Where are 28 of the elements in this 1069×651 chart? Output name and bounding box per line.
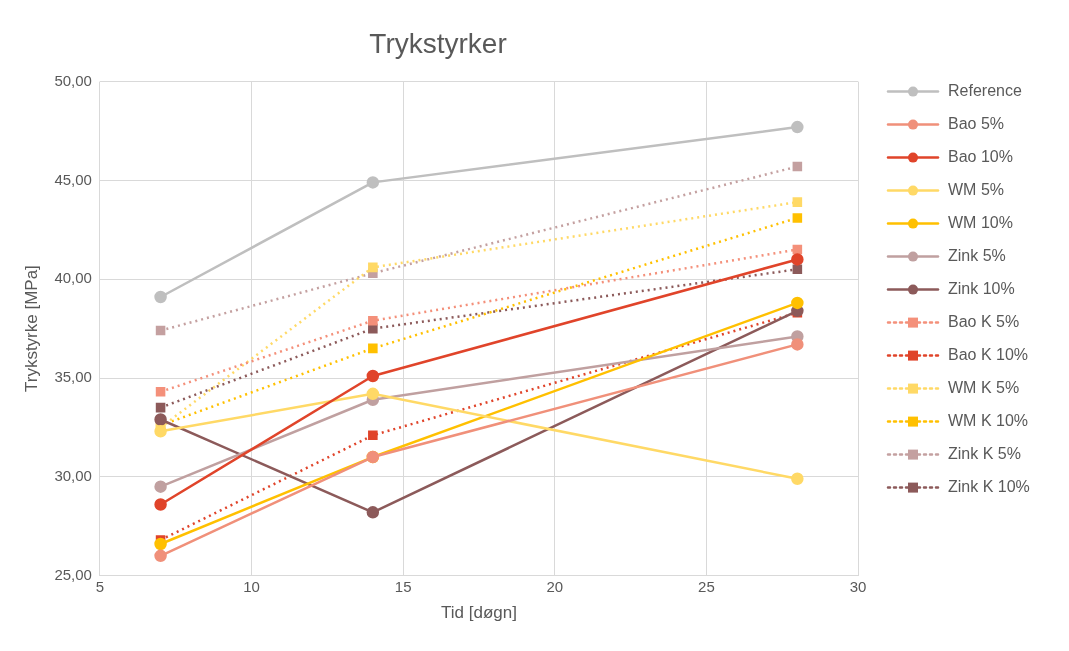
- x-tick-label: 30: [849, 577, 867, 595]
- y-axis-title: Trykstyrke [MPa]: [21, 265, 41, 393]
- y-tick-label: 30,00: [54, 466, 92, 484]
- chart-title: Trykstyrker: [369, 27, 507, 59]
- y-tick-label: 35,00: [54, 368, 92, 386]
- legend-label: Bao 10%: [948, 148, 1013, 166]
- legend-label: Bao K 10%: [948, 346, 1029, 364]
- x-tick-label: 5: [95, 577, 105, 595]
- y-tick-label: 25,00: [54, 565, 92, 583]
- y-tick-label: 40,00: [54, 269, 92, 287]
- x-axis-title: Tid [døgn]: [441, 603, 517, 623]
- legend-label: WM K 10%: [948, 412, 1029, 430]
- legend-label: Zink K 5%: [948, 445, 1021, 463]
- x-tick-label: 20: [546, 577, 564, 595]
- legend-label: Bao 5%: [948, 115, 1005, 133]
- y-tick-label: 45,00: [54, 170, 92, 188]
- legend-label: Bao K 5%: [948, 313, 1020, 331]
- x-tick-label: 10: [243, 577, 260, 595]
- legend-label: WM K 5%: [948, 379, 1020, 397]
- legend-label: WM 10%: [948, 214, 1013, 232]
- legend-label: Zink 10%: [948, 280, 1015, 298]
- x-tick-label: 15: [394, 577, 412, 595]
- legend-label: Zink K 10%: [948, 478, 1030, 496]
- y-tick-label: 50,00: [54, 71, 92, 89]
- legend-label: WM 5%: [948, 181, 1004, 199]
- legend-label: Zink 5%: [948, 247, 1006, 265]
- x-tick-label: 25: [698, 577, 715, 595]
- legend-label: Reference: [948, 82, 1022, 100]
